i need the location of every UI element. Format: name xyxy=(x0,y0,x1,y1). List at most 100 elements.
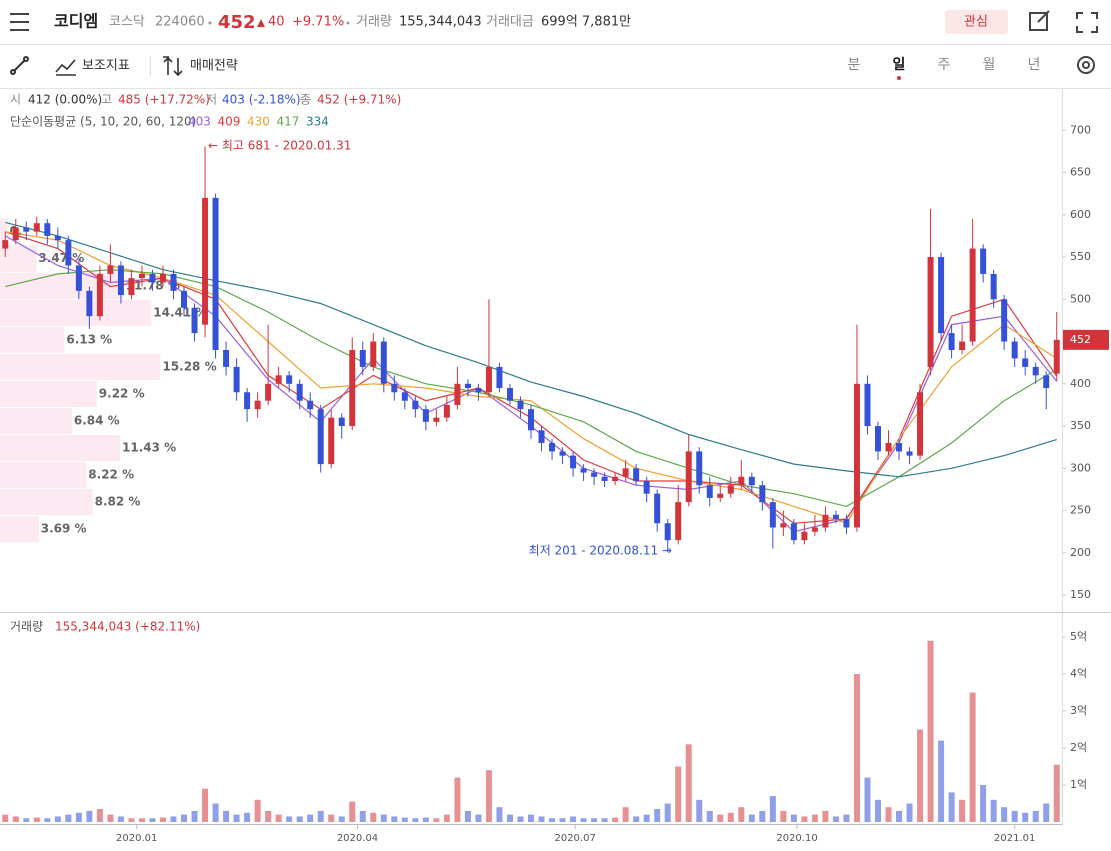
candle-body xyxy=(33,223,40,232)
profile-label: 6.13 % xyxy=(66,332,112,346)
amount: 699억 7,881만 xyxy=(541,15,631,30)
candle-body xyxy=(717,493,724,498)
volume-bar xyxy=(1022,812,1029,822)
volume-bar xyxy=(601,818,608,822)
profile-bar xyxy=(0,489,93,516)
draw-icon[interactable] xyxy=(10,56,29,75)
candle-body xyxy=(265,383,272,401)
watch-button[interactable] xyxy=(945,10,1008,34)
volume-bar xyxy=(843,814,850,822)
candle-body xyxy=(622,468,629,477)
ma-value: 409 xyxy=(218,115,241,129)
candle-body xyxy=(496,366,503,389)
candle-body xyxy=(969,248,976,342)
volume-bar xyxy=(822,810,829,822)
volume-bar xyxy=(654,809,661,822)
volume-bar xyxy=(959,799,966,822)
settings-icon[interactable] xyxy=(1077,56,1095,74)
candle-body xyxy=(159,273,166,283)
candle-body xyxy=(391,383,398,393)
volume-bar xyxy=(990,799,997,822)
candle-body xyxy=(128,278,135,296)
y-tick-label: 700 xyxy=(1070,123,1091,136)
volume-bar xyxy=(591,818,598,822)
profile-bar xyxy=(0,407,72,435)
profile-bar xyxy=(0,353,161,380)
period-tab[interactable]: 년 xyxy=(1028,57,1041,73)
volume-bar xyxy=(927,640,934,822)
volume-bar xyxy=(1053,764,1060,822)
candle-body xyxy=(1053,339,1060,374)
period-tab[interactable]: 주 xyxy=(938,57,951,73)
candle-body xyxy=(927,257,934,367)
candle-body xyxy=(917,392,924,456)
market: 코스닥 xyxy=(109,15,145,30)
y-tick-label: 650 xyxy=(1070,166,1091,179)
volume-bar xyxy=(664,803,671,822)
profile-bar xyxy=(0,435,121,462)
close-value: 452 (+9.71%) xyxy=(317,93,401,107)
candle-body xyxy=(853,383,860,528)
volume-bar xyxy=(811,814,818,822)
volume-bar xyxy=(570,816,577,822)
volume-bar xyxy=(170,816,177,822)
y-tick-label: 150 xyxy=(1070,588,1091,601)
volume-bar xyxy=(464,810,471,822)
candle-body xyxy=(181,290,188,308)
volume-bar xyxy=(685,744,692,822)
volume-bar xyxy=(938,740,945,822)
candle-body xyxy=(296,383,303,401)
moving-average xyxy=(5,231,1058,525)
period-tab[interactable]: 분 xyxy=(848,57,861,73)
candle-body xyxy=(780,523,787,528)
indicator-icon[interactable] xyxy=(55,59,76,76)
candle-body xyxy=(822,514,829,528)
volume-bar xyxy=(149,818,156,822)
candle-body xyxy=(832,514,839,520)
volume-tick-label: 2억 xyxy=(1070,741,1087,754)
candle-body xyxy=(454,383,461,405)
volume-bar xyxy=(307,814,314,822)
volume-bar xyxy=(538,816,545,822)
volume-bar xyxy=(254,799,261,822)
volume-bar xyxy=(738,807,745,822)
ma-value: 334 xyxy=(306,115,329,129)
dot xyxy=(208,21,212,25)
volume-bar xyxy=(96,809,103,822)
volume-bar xyxy=(874,799,881,822)
volume-bar xyxy=(275,814,282,822)
profile-label: 8.82 % xyxy=(95,495,141,509)
volume-bar xyxy=(885,807,892,822)
strategy-button[interactable]: 매매전략 xyxy=(190,59,238,74)
volume-bar xyxy=(612,817,619,822)
menu-icon[interactable] xyxy=(10,13,29,31)
profile-bar xyxy=(0,516,39,543)
volume-bar xyxy=(454,777,461,822)
strategy-icon[interactable] xyxy=(163,56,183,77)
period-tab[interactable]: 일 xyxy=(893,57,906,73)
candle-body xyxy=(843,519,850,528)
volume-tick-label: 4억 xyxy=(1070,667,1087,680)
volume-bar xyxy=(433,818,440,822)
edit-icon[interactable] xyxy=(1029,10,1050,31)
volume-bar xyxy=(422,817,429,822)
volume-bar xyxy=(380,814,387,822)
volume-bar xyxy=(338,816,345,822)
period-tab[interactable]: 월 xyxy=(983,57,996,73)
candle-body xyxy=(580,468,587,473)
volume-bar xyxy=(864,777,871,822)
candle-body xyxy=(244,392,251,410)
volume-bar xyxy=(917,729,924,822)
volume-bar xyxy=(549,818,556,822)
candle-body xyxy=(401,392,408,401)
candle-body xyxy=(349,350,356,427)
indicator-button[interactable]: 보조지표 xyxy=(82,59,130,74)
volume-bar xyxy=(769,796,776,822)
candle-body xyxy=(1022,358,1029,367)
volume-bar xyxy=(759,810,766,822)
candle-body xyxy=(738,476,745,486)
expand-icon[interactable] xyxy=(1076,12,1098,33)
volume-bar xyxy=(906,803,913,822)
volume-bar xyxy=(896,810,903,822)
volume-title: 거래량 xyxy=(10,620,43,634)
